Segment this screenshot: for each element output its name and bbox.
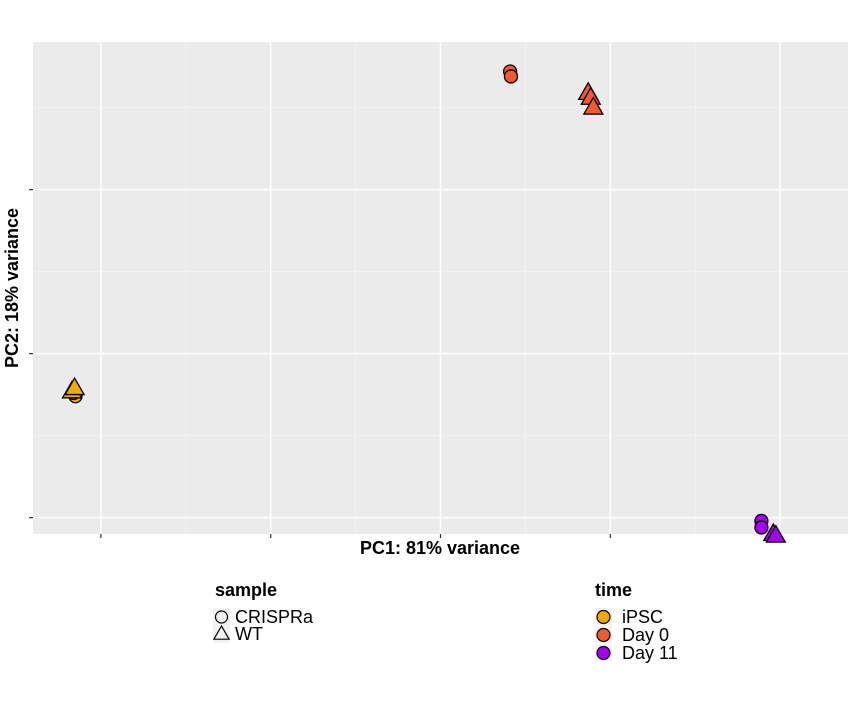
legend-color-swatch xyxy=(596,645,611,661)
data-point-triangle xyxy=(765,524,787,543)
sample-legend-title: sample xyxy=(215,580,277,600)
legend-label-day-11: Day 11 xyxy=(622,643,678,663)
legend-triangle-icon xyxy=(212,624,231,640)
legend-label-ipsc: iPSC xyxy=(622,607,663,627)
data-point-triangle xyxy=(582,96,604,115)
legend-label-wt: WT xyxy=(235,624,263,644)
data-points xyxy=(61,64,787,543)
legend-circle-icon xyxy=(214,610,229,624)
y-axis-title: PC2: 18% variance xyxy=(2,208,22,368)
major-gridlines xyxy=(33,42,848,534)
x-axis-title: PC1: 81% variance xyxy=(360,538,520,558)
legend-key-bg xyxy=(213,625,230,643)
data-point-triangle xyxy=(63,376,86,396)
legend-label-crispra: CRISPRa xyxy=(235,607,314,627)
legend-color-swatch xyxy=(596,609,611,625)
legend-color-swatch xyxy=(596,627,611,643)
time-legend-title: time xyxy=(595,580,632,600)
data-point-circle xyxy=(754,520,769,535)
data-point-circle xyxy=(503,69,519,84)
legend-label-day-0: Day 0 xyxy=(622,625,669,645)
